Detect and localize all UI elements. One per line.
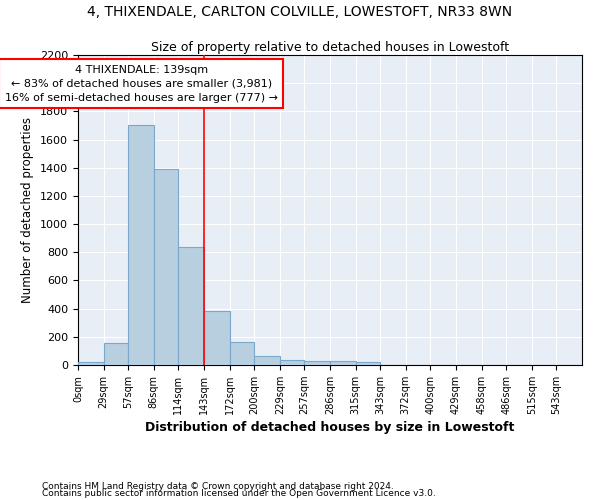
Bar	[178, 246, 204, 365]
Text: 4 THIXENDALE: 139sqm
← 83% of detached houses are smaller (3,981)
16% of semi-de: 4 THIXENDALE: 139sqm ← 83% of detached h…	[5, 65, 278, 103]
Text: Contains HM Land Registry data © Crown copyright and database right 2024.: Contains HM Land Registry data © Crown c…	[42, 482, 394, 491]
Bar	[330, 361, 356, 365]
Bar	[230, 342, 254, 365]
Bar	[280, 360, 304, 365]
Bar	[128, 126, 154, 365]
Title: Size of property relative to detached houses in Lowestoft: Size of property relative to detached ho…	[151, 41, 509, 54]
Text: Contains public sector information licensed under the Open Government Licence v3: Contains public sector information licen…	[42, 490, 436, 498]
Bar	[78, 362, 104, 365]
Bar	[304, 361, 330, 365]
Bar	[104, 343, 128, 365]
Bar	[204, 312, 230, 365]
Bar	[254, 356, 280, 365]
X-axis label: Distribution of detached houses by size in Lowestoft: Distribution of detached houses by size …	[145, 421, 515, 434]
Y-axis label: Number of detached properties: Number of detached properties	[22, 117, 34, 303]
Text: 4, THIXENDALE, CARLTON COLVILLE, LOWESTOFT, NR33 8WN: 4, THIXENDALE, CARLTON COLVILLE, LOWESTO…	[88, 5, 512, 19]
Bar	[356, 362, 380, 365]
Bar	[154, 169, 178, 365]
